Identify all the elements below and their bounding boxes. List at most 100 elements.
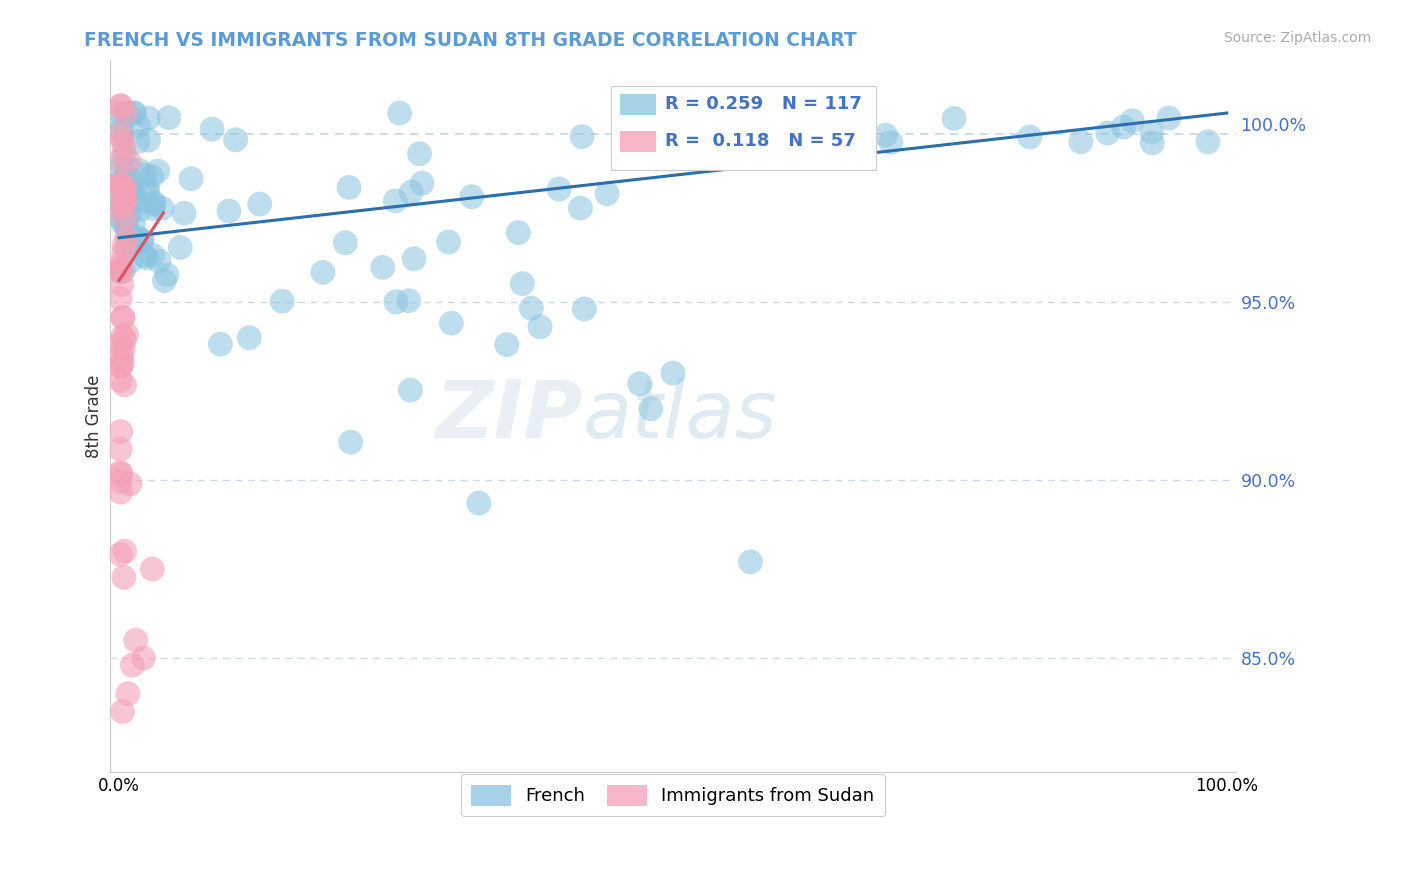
Point	[122, 106, 145, 120]
Point	[112, 209, 135, 223]
Point	[110, 373, 132, 387]
Point	[110, 176, 132, 190]
Point	[249, 197, 271, 211]
Bar	[620, 131, 657, 153]
Point	[111, 310, 134, 325]
Point	[411, 176, 433, 190]
Point	[408, 146, 430, 161]
Point	[121, 658, 143, 673]
Point	[112, 186, 135, 200]
Point	[1121, 113, 1143, 128]
Point	[127, 135, 149, 149]
Point	[114, 106, 136, 120]
Text: atlas: atlas	[583, 376, 778, 455]
Point	[110, 161, 132, 175]
Point	[156, 268, 179, 282]
Point	[512, 277, 534, 291]
Legend: French, Immigrants from Sudan: French, Immigrants from Sudan	[461, 774, 886, 816]
Point	[118, 234, 141, 248]
Point	[142, 202, 165, 216]
Point	[112, 570, 135, 584]
Point	[461, 189, 484, 203]
Point	[110, 99, 132, 113]
Point	[880, 136, 903, 150]
Point	[117, 106, 139, 120]
Point	[112, 264, 135, 278]
Point	[127, 194, 149, 209]
Point	[180, 171, 202, 186]
Point	[114, 180, 136, 194]
Text: ZIP: ZIP	[436, 376, 583, 455]
Point	[468, 496, 491, 510]
Point	[134, 168, 156, 182]
Point	[640, 401, 662, 416]
Point	[834, 145, 856, 159]
Point	[225, 133, 247, 147]
Point	[124, 106, 146, 120]
Point	[404, 252, 426, 266]
Point	[110, 195, 132, 210]
Point	[112, 149, 135, 163]
Point	[129, 202, 152, 217]
Point	[110, 548, 132, 562]
Point	[110, 128, 132, 142]
Point	[339, 435, 361, 450]
Point	[700, 141, 723, 155]
Point	[114, 378, 136, 392]
Point	[125, 633, 148, 648]
Point	[136, 182, 159, 196]
Point	[1197, 135, 1219, 149]
Point	[110, 466, 132, 480]
Point	[110, 178, 132, 193]
Point	[111, 117, 134, 131]
Point	[111, 216, 134, 230]
Point	[117, 687, 139, 701]
Point	[520, 301, 543, 316]
Point	[111, 186, 134, 200]
Point	[121, 185, 143, 199]
Point	[110, 264, 132, 278]
Point	[150, 201, 173, 215]
Point	[153, 274, 176, 288]
Point	[312, 265, 335, 279]
Point	[1018, 130, 1040, 145]
Point	[141, 248, 163, 262]
Point	[111, 277, 134, 292]
Point	[399, 383, 422, 397]
Point	[1157, 111, 1180, 125]
Point	[110, 106, 132, 120]
Point	[111, 356, 134, 370]
Point	[112, 194, 135, 208]
Point	[218, 204, 240, 219]
Point	[118, 476, 141, 491]
Point	[169, 240, 191, 254]
Point	[118, 154, 141, 169]
Point	[120, 173, 142, 187]
Point	[569, 201, 592, 215]
Point	[596, 186, 619, 201]
Point	[110, 179, 132, 194]
Text: R = 0.259   N = 117: R = 0.259 N = 117	[665, 95, 862, 112]
Point	[110, 262, 132, 277]
Point	[1142, 136, 1164, 150]
Point	[157, 111, 180, 125]
Point	[138, 111, 160, 125]
Point	[111, 310, 134, 325]
Point	[115, 160, 138, 174]
Point	[440, 316, 463, 330]
Point	[111, 348, 134, 362]
Point	[138, 133, 160, 147]
Point	[143, 196, 166, 211]
Point	[127, 230, 149, 244]
Point	[529, 319, 551, 334]
Point	[437, 235, 460, 249]
Point	[112, 245, 135, 260]
Point	[662, 366, 685, 380]
Point	[142, 196, 165, 211]
Point	[508, 226, 530, 240]
Point	[122, 217, 145, 231]
Point	[335, 235, 357, 250]
Point	[114, 544, 136, 558]
Point	[111, 133, 134, 147]
Point	[115, 327, 138, 342]
